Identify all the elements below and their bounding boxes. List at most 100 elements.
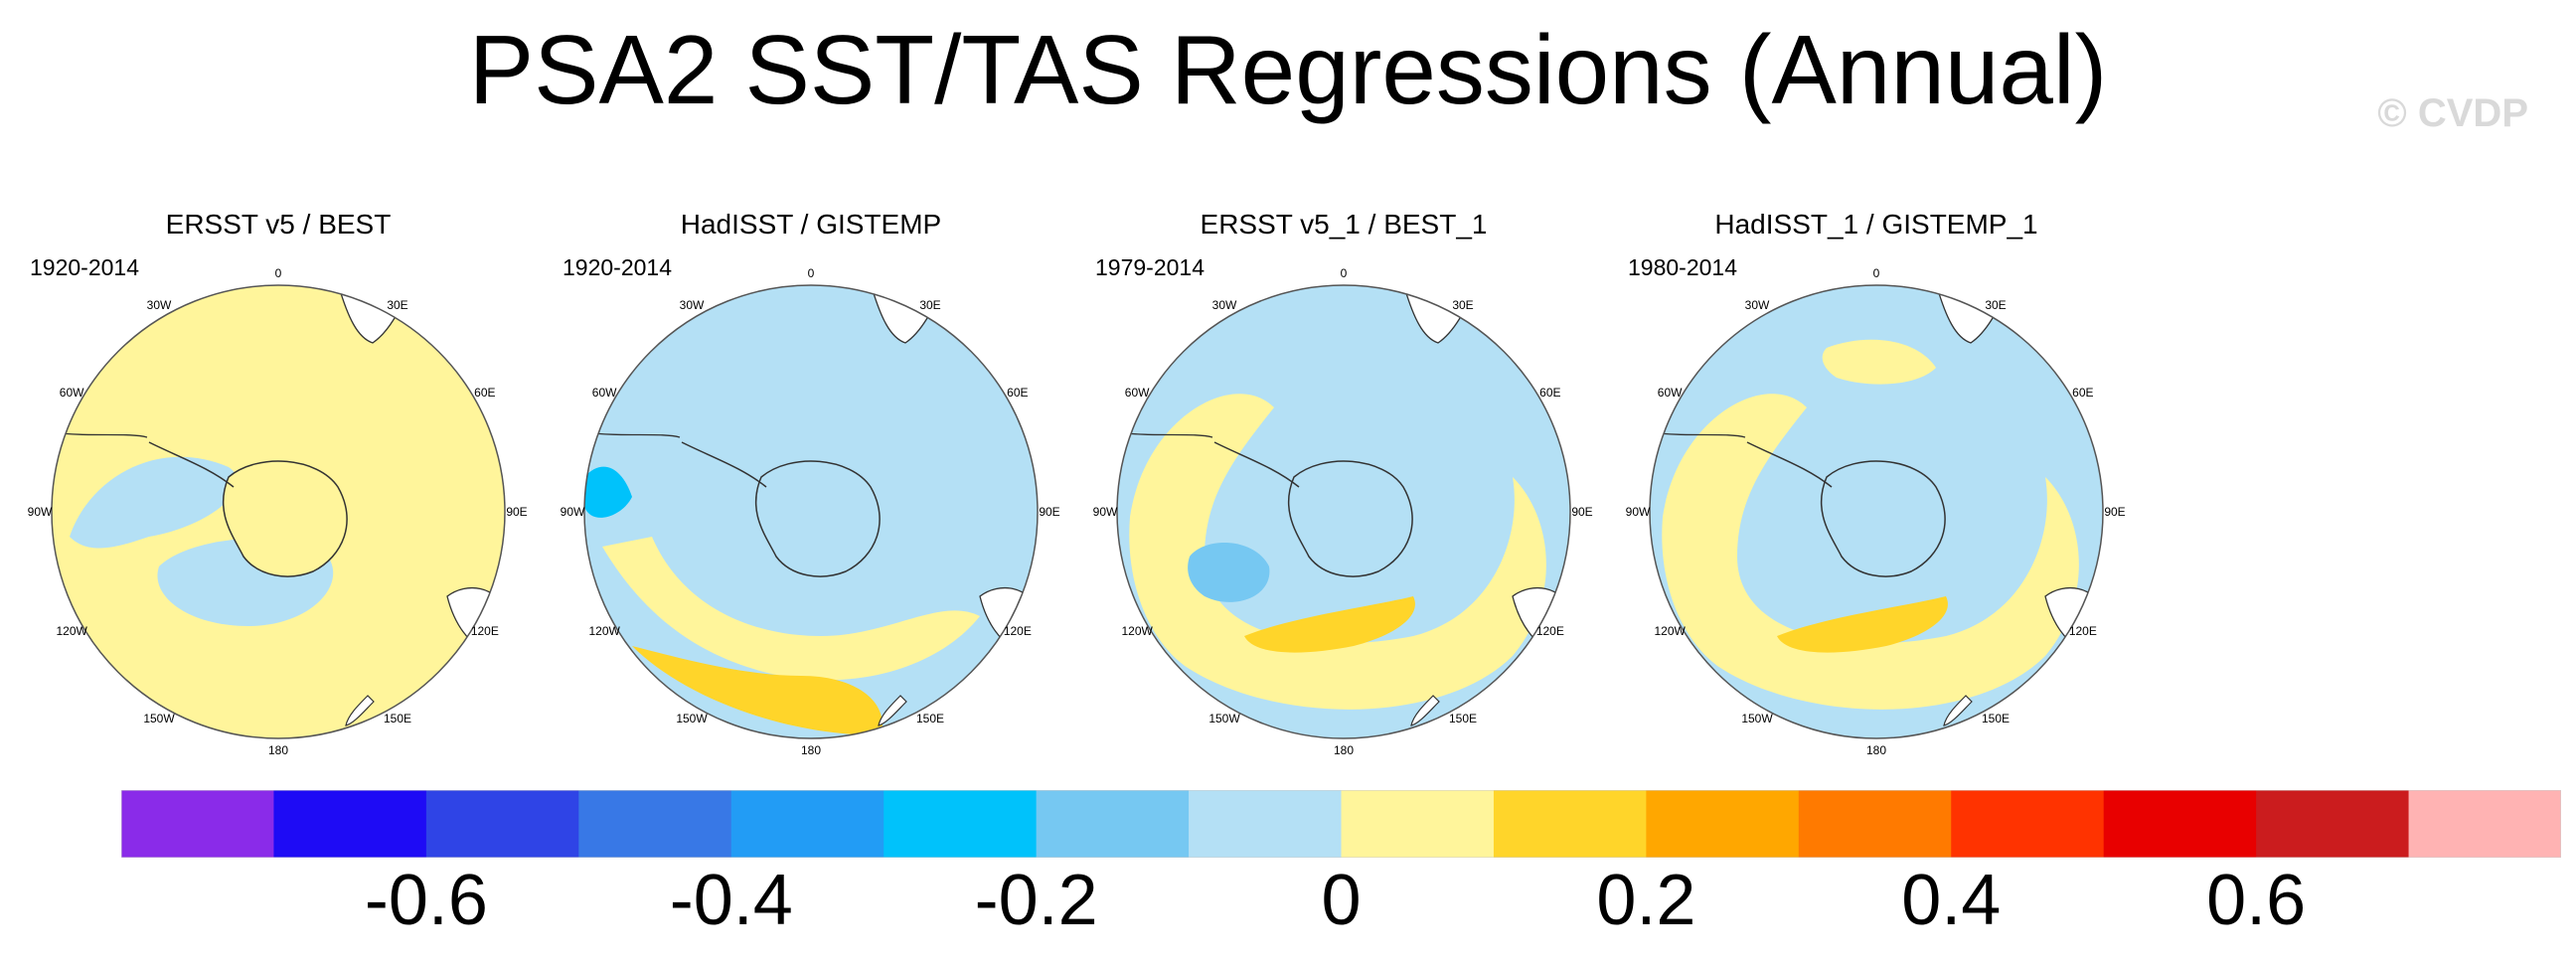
colorbar-tick-label: -0.2 [974, 861, 1098, 940]
longitude-label: 60E [2072, 386, 2093, 400]
map-panel-ersst1-best1: ERSST v5_1 / BEST_1 1979-2014 0 30E 60E 90E… [1093, 199, 1593, 757]
colorbar-bin [1951, 790, 2105, 858]
colorbar-tick-label: -0.4 [669, 861, 793, 940]
longitude-label: 0 [1341, 266, 1348, 280]
polar-map: 0 30E 60E 90E 120E 150E 180 150W 120W 90W 60W 30W [1626, 266, 2126, 757]
colorbar-tick-label: 0.4 [1901, 861, 2002, 940]
longitude-label: 30E [1452, 298, 1473, 312]
colorbar-bin [273, 790, 427, 858]
map-border [583, 284, 1039, 739]
longitude-label: 150W [1208, 712, 1240, 725]
longitude-label: 0 [1873, 266, 1880, 280]
longitude-label: 60W [60, 386, 84, 400]
colorbar-bin [2256, 790, 2410, 858]
panel-years: 1980-2014 [1628, 254, 1737, 280]
polar-map: 0 30E 60E 90E 120E 150E 180 150W 120W 90W 60W 30W [561, 266, 1060, 757]
longitude-label: 0 [808, 266, 815, 280]
panel-title: HadISST / GISTEMP [680, 209, 942, 240]
map-panel-hadisst-gistemp: HadISST / GISTEMP 1920-2014 0 30E 60E 90E 12… [561, 199, 1060, 757]
colorbar-bin [1341, 790, 1495, 858]
longitude-label: 120E [471, 624, 499, 638]
longitude-label: 180 [1334, 743, 1354, 757]
longitude-label: 120E [1536, 624, 1564, 638]
longitude-label: 30W [1212, 298, 1237, 312]
colorbar-bin [1798, 790, 1952, 858]
longitude-label: 120W [56, 624, 87, 638]
panel-title: HadISST_1 / GISTEMP_1 [1714, 209, 2038, 240]
regression-patch-blue [70, 456, 238, 549]
colorbar-bin [2103, 790, 2257, 858]
regression-patch-yellow [1822, 339, 1936, 385]
longitude-label: 30E [919, 298, 940, 312]
regression-patch-deep [584, 466, 632, 518]
longitude-label: 120E [1004, 624, 1032, 638]
polar-map: 0 30E 60E 90E 120E 150E 180 150W 120W 90W 60W 30W [28, 266, 528, 757]
antarctic-peninsula [148, 441, 235, 488]
longitude-label: 150E [384, 712, 411, 725]
new-zealand-landmass [1410, 695, 1440, 726]
panel-years: 1979-2014 [1095, 254, 1205, 280]
longitude-label: 60W [1658, 386, 1683, 400]
antarctica-coastline [754, 460, 881, 577]
longitude-label: 120W [1121, 624, 1153, 638]
longitude-label: 90W [561, 505, 585, 519]
regression-patch-mid [1188, 543, 1270, 602]
regression-patch-yellow [1662, 394, 2079, 710]
longitude-label: 120W [1654, 624, 1686, 638]
longitude-label: 150E [1449, 712, 1477, 725]
new-zealand-landmass [345, 695, 375, 726]
colorbar-tick-label: -0.6 [364, 861, 488, 940]
regression-patch-gold [1244, 596, 1415, 653]
longitude-label: 90E [506, 505, 527, 519]
figure-title: PSA2 SST/TAS Regressions (Annual) [468, 15, 2108, 124]
colorbar-bin [884, 790, 1038, 858]
colorbar-bin [1189, 790, 1342, 858]
colorbar-bin [1646, 790, 1800, 858]
longitude-label: 120E [2069, 624, 2097, 638]
longitude-label: 150W [143, 712, 175, 725]
colorbar-bin [1493, 790, 1647, 858]
antarctic-peninsula [1213, 441, 1300, 488]
regression-patch-gold [632, 646, 883, 735]
panel-years: 1920-2014 [30, 254, 139, 280]
antarctica-coastline [222, 460, 348, 577]
colorbar-bin [1036, 790, 1190, 858]
new-zealand-landmass [1943, 695, 1973, 726]
longitude-label: 30E [387, 298, 407, 312]
colorbar-tick-label: 0 [1321, 861, 1362, 940]
panel-title: ERSST v5 / BEST [165, 209, 392, 240]
longitude-label: 150E [916, 712, 944, 725]
longitude-label: 150E [1982, 712, 2010, 725]
map-border [1649, 284, 2104, 739]
longitude-label: 120W [588, 624, 620, 638]
longitude-label: 60E [1007, 386, 1028, 400]
colorbar-tick-label: 0.6 [2206, 861, 2307, 940]
longitude-label: 180 [1866, 743, 1886, 757]
longitude-label: 150W [676, 712, 708, 725]
longitude-label: 0 [275, 266, 282, 280]
longitude-label: 180 [268, 743, 288, 757]
longitude-label: 30W [147, 298, 172, 312]
map-panel-hadisst1-gistemp1: HadISST_1 / GISTEMP_1 1980-2014 0 30E 60E 9… [1626, 199, 2126, 757]
colorbar-bin [578, 790, 732, 858]
polar-map: 0 30E 60E 90E 120E 150E 180 150W 120W 90W 60W 30W [1093, 266, 1593, 757]
colorbar-bin [2408, 790, 2561, 858]
longitude-label: 30W [1745, 298, 1770, 312]
colorbar-bin [730, 790, 885, 858]
panel-title: ERSST v5_1 / BEST_1 [1200, 209, 1488, 240]
cvdp-watermark: © CVDP [2377, 91, 2528, 135]
longitude-label: 150W [1741, 712, 1773, 725]
antarctica-coastline [1287, 460, 1413, 577]
longitude-label: 60W [1125, 386, 1150, 400]
map-panel-ersst-best: ERSST v5 / BEST 1920-2014 0 30E 60E 90E 120E… [28, 199, 528, 757]
longitude-label: 90E [1039, 505, 1059, 519]
longitude-label: 90W [28, 505, 53, 519]
colorbar [121, 790, 2561, 858]
regression-patch-gold [1777, 596, 1948, 653]
longitude-label: 30W [680, 298, 705, 312]
longitude-label: 90W [1093, 505, 1118, 519]
map-border [51, 284, 506, 739]
longitude-label: 60E [1539, 386, 1560, 400]
antarctic-peninsula [681, 441, 767, 488]
longitude-label: 90W [1626, 505, 1651, 519]
